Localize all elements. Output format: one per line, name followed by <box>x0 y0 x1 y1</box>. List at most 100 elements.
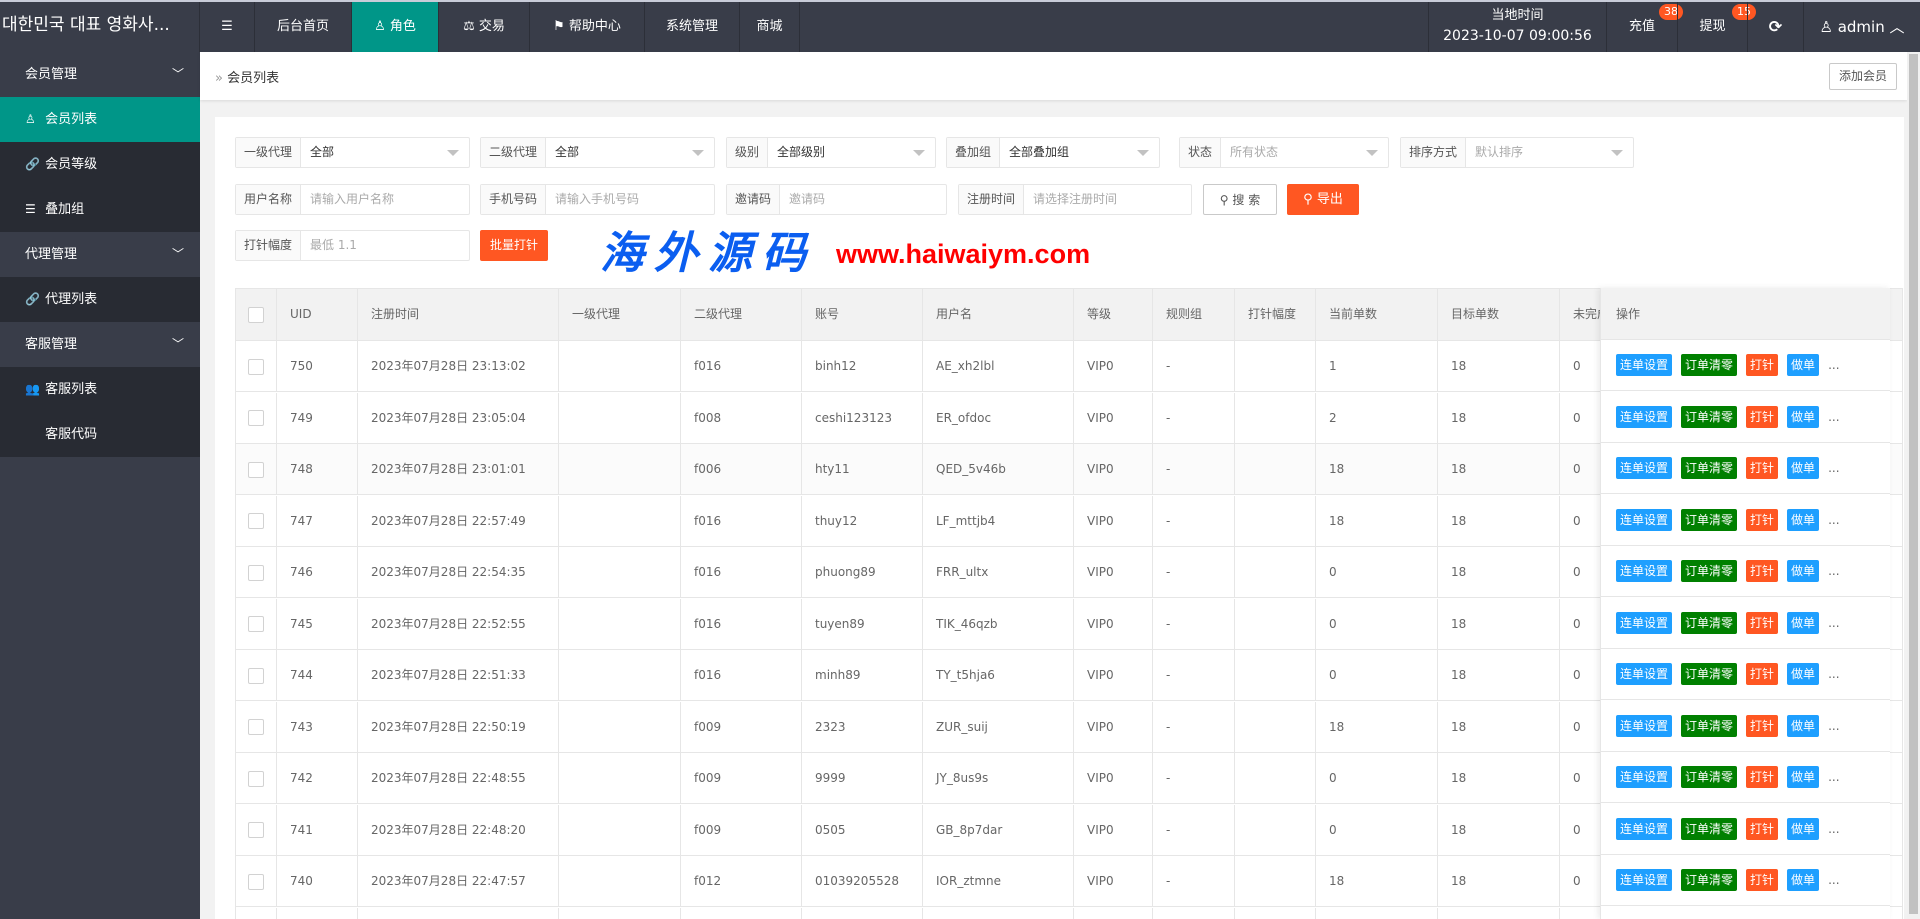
action-button-0[interactable]: 连单设置 <box>1616 354 1673 376</box>
action-button-2[interactable]: 打针 <box>1746 611 1779 634</box>
refresh-button[interactable]: ⟳ <box>1747 2 1803 52</box>
action-button-0[interactable]: 连单设置 <box>1616 663 1673 685</box>
action-button-2[interactable]: 打针 <box>1746 869 1779 891</box>
action-button-0[interactable]: 连单设置 <box>1616 766 1673 788</box>
action-button-3[interactable]: 做单 <box>1787 508 1820 531</box>
filter-group[interactable]: 叠加组 全部叠加组 <box>946 137 1160 168</box>
row-checkbox[interactable] <box>248 719 264 735</box>
action-button-2[interactable]: 打针 <box>1746 457 1779 479</box>
row-checkbox[interactable] <box>248 410 264 426</box>
export-button[interactable]: ⚲ 导出 <box>1287 184 1359 215</box>
action-button-2[interactable]: 打针 <box>1746 714 1779 737</box>
sidebar-group-6[interactable]: 客服管理 ﹀ <box>0 322 200 367</box>
search-button[interactable]: ⚲ 搜 索 <box>1203 184 1277 215</box>
sidebar-item-7[interactable]: 👥 客服列表 <box>0 367 200 412</box>
action-button-0[interactable]: 连单设置 <box>1616 560 1673 582</box>
sidebar-group-0[interactable]: 会员管理 ﹀ <box>0 52 200 97</box>
nav-tab-3[interactable]: ⚑ 帮助中心 <box>530 2 645 52</box>
row-checkbox[interactable] <box>248 667 264 684</box>
filter-agent1[interactable]: 一级代理 全部 <box>235 137 470 168</box>
row-checkbox[interactable] <box>248 564 264 581</box>
recharge-button[interactable]: 充值 38 <box>1606 2 1683 52</box>
row-checkbox[interactable] <box>248 358 264 375</box>
action-button-2[interactable]: 打针 <box>1746 354 1779 376</box>
row-checkbox[interactable] <box>248 873 264 890</box>
sidebar-item-1[interactable]: ♙ 会员列表 <box>0 97 200 142</box>
row-checkbox[interactable] <box>248 770 264 787</box>
more-actions-button[interactable]: ... <box>1828 873 1840 887</box>
action-button-1[interactable]: 订单清零 <box>1681 611 1738 634</box>
user-menu[interactable]: ♙ admin ︿ <box>1803 2 1920 52</box>
action-button-0[interactable]: 连单设置 <box>1616 817 1673 840</box>
action-button-0[interactable]: 连单设置 <box>1616 869 1673 891</box>
filter-level[interactable]: 级别 全部级别 <box>726 137 936 168</box>
action-button-1[interactable]: 订单清零 <box>1681 766 1738 788</box>
page-scrollbar[interactable] <box>1907 52 1920 919</box>
nav-tab-5[interactable]: 商城 <box>740 2 800 52</box>
nav-tab-2[interactable]: ⚖ 交易 <box>439 2 530 52</box>
more-actions-button[interactable]: ... <box>1828 512 1840 527</box>
sidebar-item-5[interactable]: 🔗 代理列表 <box>0 277 200 322</box>
filter-status[interactable]: 状态 所有状态 <box>1179 137 1389 168</box>
action-button-2[interactable]: 打针 <box>1746 405 1779 428</box>
action-button-0[interactable]: 连单设置 <box>1616 508 1673 531</box>
row-checkbox[interactable] <box>248 616 264 632</box>
filter-phone[interactable]: 手机号码 请输入手机号码 <box>480 184 715 215</box>
action-button-1[interactable]: 订单清零 <box>1681 663 1738 685</box>
action-button-0[interactable]: 连单设置 <box>1616 611 1673 634</box>
filter-sort[interactable]: 排序方式 默认排序 <box>1400 137 1634 168</box>
action-button-3[interactable]: 做单 <box>1787 766 1820 788</box>
sidebar-group-4[interactable]: 代理管理 ﹀ <box>0 232 200 277</box>
action-button-3[interactable]: 做单 <box>1787 457 1820 479</box>
action-button-1[interactable]: 订单清零 <box>1681 869 1738 891</box>
withdraw-button[interactable]: 提现 15 <box>1677 2 1756 52</box>
action-button-3[interactable]: 做单 <box>1787 714 1820 737</box>
filter-amp[interactable]: 打针幅度 最低 1.1 <box>235 230 470 261</box>
action-button-3[interactable]: 做单 <box>1787 611 1820 634</box>
add-member-button[interactable]: 添加会员 <box>1828 63 1897 90</box>
batch-inject-button[interactable]: 批量打针 <box>480 230 548 261</box>
filter-regtime[interactable]: 注册时间 请选择注册时间 <box>958 184 1192 215</box>
action-button-1[interactable]: 订单清零 <box>1681 457 1738 479</box>
sidebar-item-8[interactable]: 客服代码 <box>0 412 200 457</box>
row-checkbox[interactable] <box>248 822 264 838</box>
action-button-3[interactable]: 做单 <box>1787 354 1820 376</box>
more-actions-button[interactable]: ... <box>1828 615 1840 630</box>
action-button-3[interactable]: 做单 <box>1787 405 1820 428</box>
filter-username[interactable]: 用户名称 请输入用户名称 <box>235 184 470 215</box>
action-button-1[interactable]: 订单清零 <box>1681 560 1738 582</box>
action-button-3[interactable]: 做单 <box>1787 869 1820 891</box>
action-button-3[interactable]: 做单 <box>1787 560 1820 582</box>
filter-invite[interactable]: 邀请码 邀请码 <box>726 184 947 215</box>
row-checkbox[interactable] <box>248 513 264 529</box>
action-button-3[interactable]: 做单 <box>1787 663 1820 685</box>
filter-agent2[interactable]: 二级代理 全部 <box>480 137 715 168</box>
more-actions-button[interactable]: ... <box>1828 718 1840 733</box>
action-button-3[interactable]: 做单 <box>1787 817 1820 840</box>
menu-toggle-button[interactable]: ☰ <box>200 2 255 52</box>
action-button-1[interactable]: 订单清零 <box>1681 508 1738 531</box>
action-button-2[interactable]: 打针 <box>1746 817 1779 840</box>
more-actions-button[interactable]: ... <box>1828 564 1840 578</box>
more-actions-button[interactable]: ... <box>1828 770 1840 784</box>
action-button-1[interactable]: 订单清零 <box>1681 714 1738 737</box>
action-button-2[interactable]: 打针 <box>1746 766 1779 788</box>
sidebar-item-3[interactable]: ☰ 叠加组 <box>0 187 200 232</box>
action-button-2[interactable]: 打针 <box>1746 560 1779 582</box>
action-button-1[interactable]: 订单清零 <box>1681 354 1738 376</box>
nav-tab-0[interactable]: 后台首页 <box>255 2 352 52</box>
nav-tab-1[interactable]: ♙ 角色 <box>352 2 439 52</box>
row-checkbox[interactable] <box>248 461 264 478</box>
action-button-0[interactable]: 连单设置 <box>1616 405 1673 428</box>
action-button-2[interactable]: 打针 <box>1746 508 1779 531</box>
action-button-0[interactable]: 连单设置 <box>1616 714 1673 737</box>
action-button-1[interactable]: 订单清零 <box>1681 405 1738 428</box>
more-actions-button[interactable]: ... <box>1828 409 1840 424</box>
more-actions-button[interactable]: ... <box>1828 821 1840 836</box>
more-actions-button[interactable]: ... <box>1828 667 1840 681</box>
more-actions-button[interactable]: ... <box>1828 461 1840 475</box>
nav-tab-4[interactable]: 系统管理 <box>645 2 740 52</box>
action-button-2[interactable]: 打针 <box>1746 663 1779 685</box>
scrollbar-thumb[interactable] <box>1909 54 1918 914</box>
action-button-1[interactable]: 订单清零 <box>1681 817 1738 840</box>
